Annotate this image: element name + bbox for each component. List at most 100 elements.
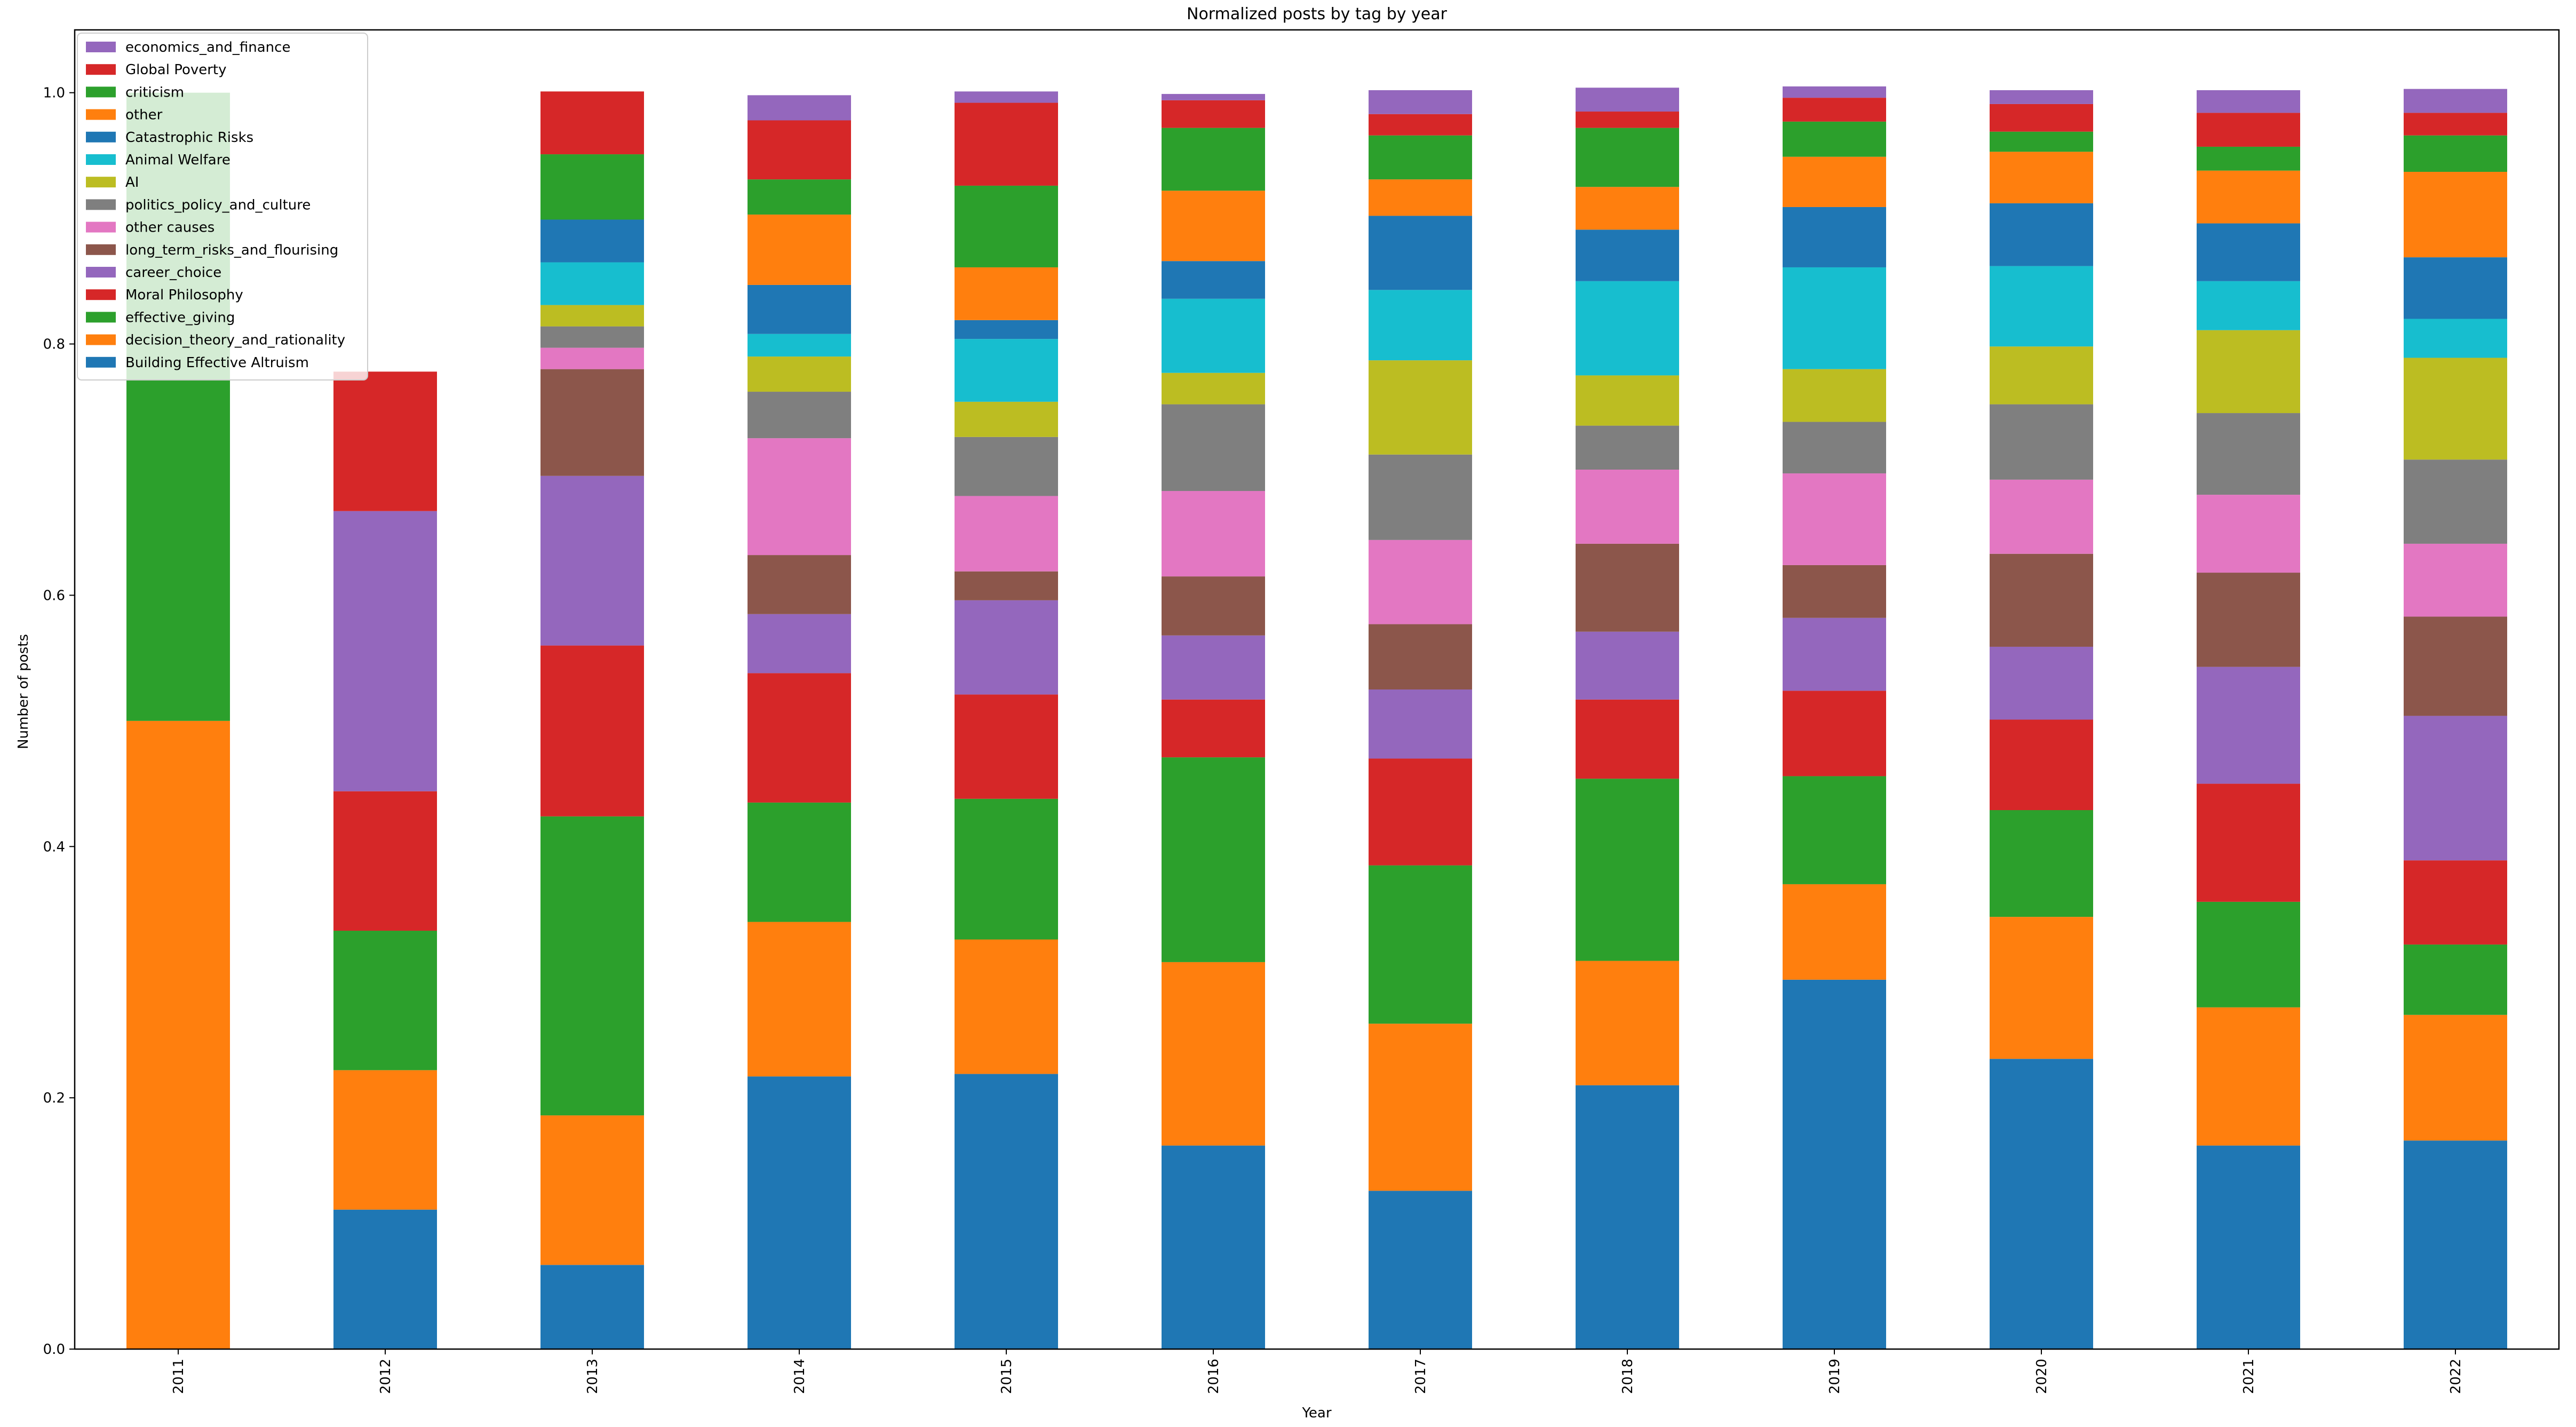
bar-segment — [540, 645, 644, 816]
legend-swatch — [86, 244, 116, 255]
bar-segment — [2197, 223, 2300, 281]
bar-segment — [540, 305, 644, 327]
legend-swatch — [86, 177, 116, 188]
bar-segment — [748, 215, 851, 285]
bar-segment — [2404, 459, 2507, 544]
bar-segment — [1162, 962, 1265, 1146]
y-axis-label: Number of posts — [15, 634, 31, 749]
x-axis-label: Year — [1301, 1405, 1331, 1421]
bar-segment — [1162, 576, 1265, 636]
bar-segment — [2197, 146, 2300, 171]
bar-segment — [1783, 691, 1886, 776]
bar-segment — [1990, 266, 2093, 347]
bar-segment — [333, 511, 437, 791]
bar-segment — [333, 791, 437, 931]
bar-segment — [748, 614, 851, 673]
bar-segment — [1162, 491, 1265, 577]
bar-segment — [333, 931, 437, 1071]
bar-segment — [1783, 86, 1886, 98]
bar-segment — [1990, 346, 2093, 405]
bar-segment — [1990, 917, 2093, 1059]
x-tick-label: 2017 — [1413, 1359, 1429, 1394]
bar-segment — [2404, 257, 2507, 319]
bar-segment — [540, 219, 644, 263]
bar-segment — [333, 371, 437, 511]
bar-segment — [1576, 425, 1679, 470]
bar-segment — [1576, 699, 1679, 779]
bar-segment — [1783, 121, 1886, 157]
bar-segment — [2404, 358, 2507, 460]
bar-segment — [1576, 112, 1679, 128]
bar-segment — [1369, 540, 1472, 624]
bar-segment — [955, 339, 1058, 402]
bar-segment — [1576, 375, 1679, 426]
bar-segment — [1990, 104, 2093, 132]
bar-segment — [1990, 131, 2093, 152]
bar-segment — [1369, 90, 1472, 114]
bar-segment — [540, 816, 644, 1116]
bar-segment — [955, 600, 1058, 695]
bar-segment — [2404, 944, 2507, 1015]
bar-segment — [1783, 369, 1886, 422]
bar-segment — [1369, 1191, 1472, 1349]
plot-frame — [74, 29, 2560, 1350]
legend-label: Animal Welfare — [125, 152, 230, 168]
bar-segment — [2197, 281, 2300, 330]
bar-segment — [2197, 113, 2300, 147]
bar-segment — [955, 320, 1058, 339]
bar-segment — [1576, 281, 1679, 376]
legend-swatch — [86, 334, 116, 345]
bar-segment — [2404, 1014, 2507, 1141]
chart-title: Normalized posts by tag by year — [1187, 5, 1448, 23]
x-tick-label: 2022 — [2448, 1359, 2464, 1394]
bar-segment — [2404, 543, 2507, 617]
bar-segment — [1990, 152, 2093, 203]
legend-label: Global Poverty — [125, 62, 227, 78]
x-tick-label: 2012 — [378, 1359, 394, 1394]
bar-segment — [1990, 479, 2093, 554]
bar-segment — [1576, 88, 1679, 112]
bar-segment — [1369, 179, 1472, 216]
bar-segment — [1162, 128, 1265, 191]
legend-swatch — [86, 221, 116, 233]
bar-segment — [1576, 779, 1679, 961]
bar-segment — [1162, 298, 1265, 373]
legend-label: Catastrophic Risks — [125, 130, 253, 146]
x-tick-label: 2014 — [792, 1359, 808, 1394]
bar-segment — [955, 401, 1058, 437]
legend-label: Building Effective Altruism — [125, 355, 309, 371]
bar-segment — [955, 694, 1058, 799]
x-tick-label: 2015 — [999, 1359, 1015, 1394]
bar-segment — [748, 392, 851, 439]
bar-segment — [1990, 203, 2093, 266]
bar-segment — [540, 154, 644, 220]
bar-segment — [955, 496, 1058, 572]
bar-segment — [333, 1209, 437, 1349]
bar-segment — [2197, 90, 2300, 113]
bar-segment — [540, 1265, 644, 1349]
bar-segment — [1369, 360, 1472, 455]
bar-segment — [1162, 100, 1265, 128]
bar-segment — [2197, 573, 2300, 667]
bar-segment — [748, 95, 851, 121]
bar-segment — [1369, 624, 1472, 689]
legend-swatch — [86, 64, 116, 75]
x-tick-label: 2018 — [1620, 1359, 1636, 1394]
bar-segment — [748, 284, 851, 334]
legend-label: economics_and_finance — [125, 39, 290, 56]
bar-segment — [1162, 191, 1265, 261]
bar-segment — [1990, 90, 2093, 104]
bar-segment — [955, 267, 1058, 320]
bar-segment — [1369, 758, 1472, 866]
bar-segment — [1162, 94, 1265, 100]
y-tick-label: 0.2 — [43, 1090, 65, 1106]
legend-label: AI — [125, 175, 139, 191]
bar-segment — [1369, 135, 1472, 180]
y-tick-label: 0.0 — [43, 1342, 65, 1358]
bar-segment — [2404, 113, 2507, 136]
x-tick-label: 2020 — [2034, 1359, 2050, 1394]
bar-segment — [1576, 543, 1679, 632]
bar-segment — [540, 262, 644, 305]
bar-segment — [1162, 372, 1265, 405]
